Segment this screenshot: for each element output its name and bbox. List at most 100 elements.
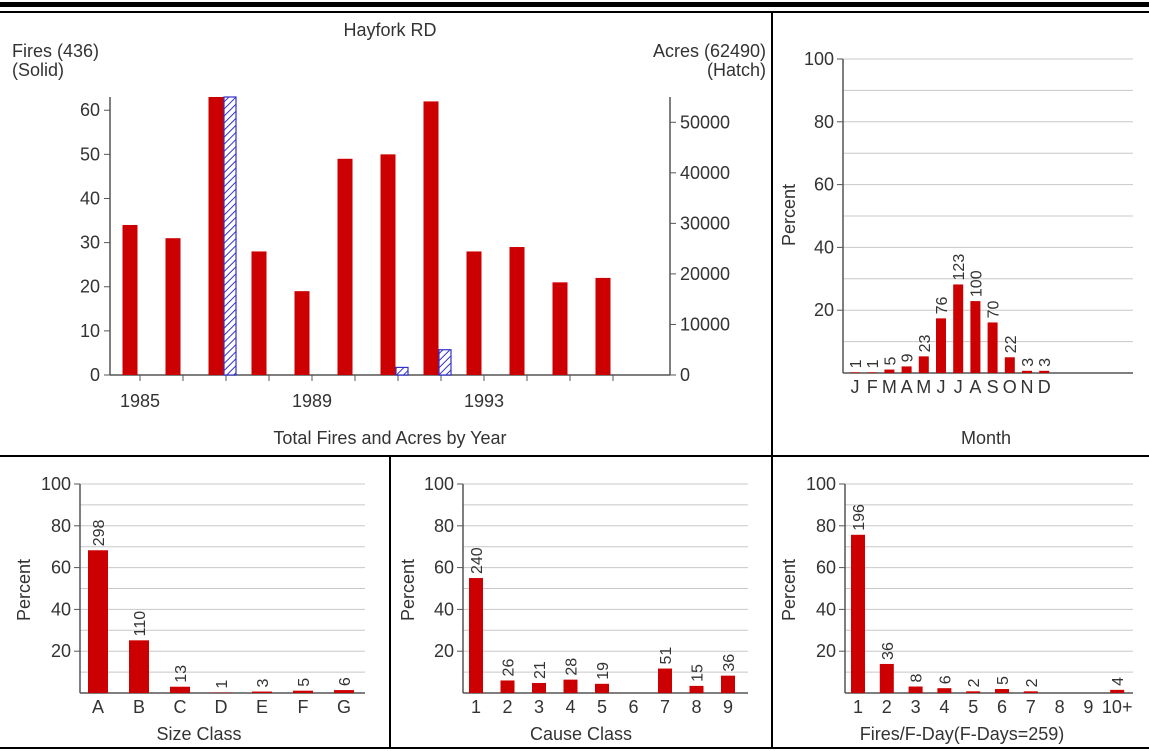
count-label: 110 bbox=[132, 611, 149, 637]
bar bbox=[129, 640, 149, 693]
bar bbox=[908, 686, 923, 693]
main-x-title: Total Fires and Acres by Year bbox=[273, 428, 506, 448]
bar bbox=[851, 534, 865, 693]
count-label: 51 bbox=[658, 647, 675, 665]
count-label: 36 bbox=[880, 642, 897, 660]
bar bbox=[1023, 691, 1038, 693]
count-label: 6 bbox=[937, 675, 954, 684]
y-tick-label: 100 bbox=[804, 49, 834, 69]
y-tick-label: 80 bbox=[814, 112, 834, 132]
bar bbox=[995, 689, 1009, 693]
count-label: 3 bbox=[1037, 358, 1054, 367]
bar bbox=[1039, 370, 1050, 373]
count-label: 15 bbox=[690, 664, 707, 682]
right-tick-label: 30000 bbox=[680, 213, 730, 233]
bar bbox=[1110, 689, 1125, 693]
bar bbox=[970, 301, 981, 373]
x-tick-label: F bbox=[298, 697, 309, 717]
fires-bar bbox=[595, 277, 611, 375]
cause-x-title: Cause Class bbox=[530, 724, 632, 744]
divider-vertical-left bbox=[389, 457, 391, 749]
fires-bar bbox=[423, 101, 439, 376]
count-label: 21 bbox=[532, 661, 549, 679]
x-tick-label: J bbox=[937, 377, 946, 397]
y-tick-label: 20 bbox=[814, 300, 834, 320]
count-label: 8 bbox=[909, 674, 926, 683]
top-rule-thin bbox=[0, 11, 1149, 13]
y-tick-label: 100 bbox=[806, 474, 836, 494]
x-tick-label: 1 bbox=[471, 697, 481, 717]
x-tick-label-1989: 1989 bbox=[292, 391, 332, 411]
count-label: 2 bbox=[966, 678, 983, 687]
main-title: Hayfork RD bbox=[343, 20, 436, 40]
cause-class-chart: 20 40 60 80 100 1 240 2 26 3 21 4 28 5 19 6 7 51 8 15 9 36 bbox=[424, 474, 748, 717]
x-tick-label: 1 bbox=[853, 697, 863, 717]
fires-bar bbox=[208, 97, 224, 375]
count-label: 70 bbox=[986, 301, 1003, 319]
bar bbox=[595, 683, 609, 693]
x-tick-label: D bbox=[1038, 377, 1051, 397]
fday-y-title: Percent bbox=[779, 559, 799, 621]
fires-bar bbox=[380, 154, 396, 375]
x-tick-label: 7 bbox=[660, 697, 670, 717]
y-tick-label: 60 bbox=[816, 558, 836, 578]
count-label: 298 bbox=[91, 519, 108, 546]
count-label: 36 bbox=[721, 654, 738, 672]
x-tick-label: 5 bbox=[968, 697, 978, 717]
acres-bar bbox=[395, 366, 409, 376]
bar bbox=[334, 690, 354, 693]
count-label: 76 bbox=[934, 296, 951, 314]
bar bbox=[532, 682, 546, 693]
y-tick-label: 40 bbox=[434, 599, 454, 619]
count-label: 240 bbox=[469, 547, 486, 574]
left-tick-label: 20 bbox=[80, 277, 100, 297]
y-tick-label: 80 bbox=[816, 516, 836, 536]
x-tick-label: 8 bbox=[691, 697, 701, 717]
y-tick-label: 80 bbox=[51, 516, 71, 536]
count-label: 100 bbox=[968, 270, 985, 297]
bar bbox=[936, 318, 946, 373]
count-label: 5 bbox=[296, 678, 313, 687]
right-tick-label: 20000 bbox=[680, 264, 730, 284]
count-label: 5 bbox=[882, 357, 899, 366]
y-tick-label: 20 bbox=[816, 641, 836, 661]
x-tick-label: C bbox=[174, 697, 187, 717]
bar bbox=[879, 663, 894, 693]
bar bbox=[953, 284, 964, 373]
x-tick-label: D bbox=[215, 697, 228, 717]
x-tick-label: F bbox=[867, 377, 878, 397]
x-tick-label-1985: 1985 bbox=[120, 391, 160, 411]
right-tick-label: 10000 bbox=[680, 314, 730, 334]
bar bbox=[170, 686, 190, 693]
count-label: 9 bbox=[900, 353, 917, 362]
x-tick-label: 3 bbox=[534, 697, 544, 717]
fday-x-title: Fires/F-Day(F-Days=259) bbox=[860, 724, 1065, 744]
y-tick-label: 60 bbox=[51, 558, 71, 578]
fires-bar bbox=[165, 238, 181, 375]
bar bbox=[850, 372, 860, 373]
count-label: 13 bbox=[173, 665, 190, 683]
cause-y-title: Percent bbox=[398, 559, 418, 621]
bar bbox=[918, 356, 929, 373]
x-tick-label: 2 bbox=[882, 697, 892, 717]
x-tick-label: 4 bbox=[565, 697, 575, 717]
x-tick-label: 9 bbox=[1083, 697, 1093, 717]
x-tick-label: 9 bbox=[723, 697, 733, 717]
bar bbox=[1004, 357, 1015, 373]
bar bbox=[469, 578, 483, 693]
x-tick-label: B bbox=[133, 697, 145, 717]
x-tick-label: 3 bbox=[911, 697, 921, 717]
y-tick-label: 60 bbox=[814, 175, 834, 195]
x-tick-label-1993: 1993 bbox=[464, 391, 504, 411]
bar bbox=[901, 366, 912, 373]
acres-bar bbox=[438, 349, 452, 376]
count-label: 1 bbox=[865, 359, 882, 368]
bar bbox=[987, 322, 998, 373]
divider-vertical-right bbox=[771, 13, 773, 749]
right-tick-label: 50000 bbox=[680, 112, 730, 132]
month-chart: 20406080100J1F1M5A9M23J76J123A100S70O22N… bbox=[804, 49, 1133, 397]
x-tick-label: 4 bbox=[939, 697, 949, 717]
left-axis-label: Fires (436) bbox=[12, 41, 99, 61]
